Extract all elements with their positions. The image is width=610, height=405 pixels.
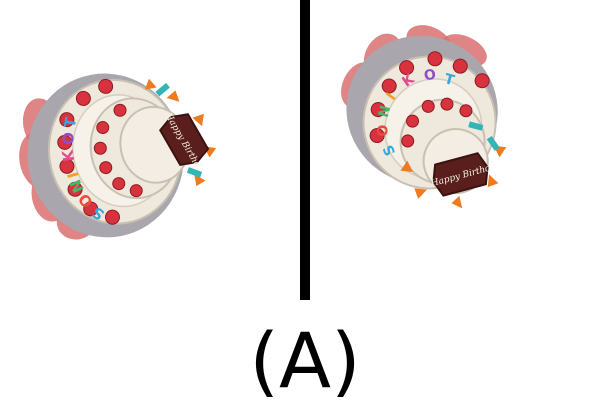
cake-image-left: T O K I N O S — [19, 73, 217, 240]
cake-image-right: T O K I N O S — [341, 25, 507, 209]
cake-view-left: T O K I N O S — [0, 0, 300, 300]
svg-text:O: O — [375, 124, 392, 137]
caption-label: (A) — [249, 316, 361, 405]
svg-text:I: I — [64, 170, 83, 180]
strawberry-ring-bottom — [57, 78, 120, 225]
strawberry-ring-middle — [401, 97, 473, 148]
candles — [144, 78, 217, 187]
svg-text:T: T — [61, 115, 81, 129]
svg-text:O: O — [423, 67, 438, 85]
strawberry-ring-middle — [93, 103, 143, 198]
chocolate-plaque: Happy Birthd — [429, 152, 492, 197]
svg-text:T: T — [443, 71, 457, 89]
divider-line — [300, 0, 310, 300]
svg-text:K: K — [58, 148, 78, 163]
strawberry-ring-bottom — [369, 51, 490, 144]
candles — [400, 121, 507, 209]
cake-view-right: T O K I N O S — [310, 0, 610, 300]
svg-text:N: N — [376, 104, 394, 119]
svg-text:O: O — [59, 132, 77, 145]
name-letters: T O K I N O S — [375, 67, 457, 158]
